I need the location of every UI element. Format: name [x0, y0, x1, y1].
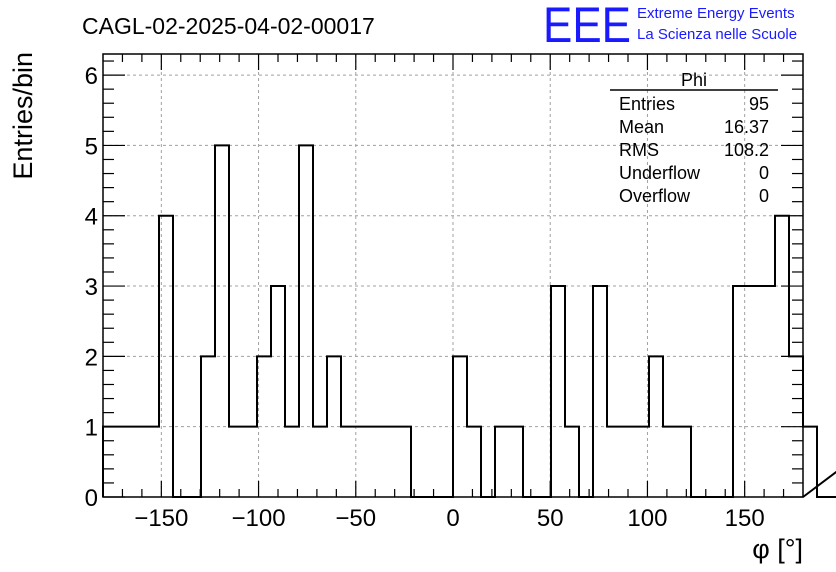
y-tick-label: 1	[85, 415, 98, 442]
histogram-line	[102, 144, 836, 498]
stats-box-title: Phi	[681, 70, 707, 90]
logo-line-1: Extreme Energy Events	[637, 5, 795, 22]
x-tick-label: −50	[335, 505, 376, 532]
stats-label-entries: Entries	[619, 94, 675, 114]
y-tick-label: 6	[85, 63, 98, 90]
eee-logo: EEE	[543, 0, 631, 53]
chart-title: CAGL-02-2025-04-02-00017	[82, 13, 375, 39]
stats-value-underflow: 0	[759, 163, 769, 183]
x-tick-label: 0	[446, 505, 459, 532]
y-tick-labels: 0 1 2 3 4 5 6	[85, 63, 98, 512]
y-tick-label: 2	[85, 344, 98, 371]
stats-label-overflow: Overflow	[619, 186, 691, 206]
x-tick-labels: −150 −100 −50 0 50 100 150	[134, 505, 764, 532]
x-axis-label: φ [°]	[752, 534, 803, 564]
stats-box: Phi Entries 95 Mean 16.37 RMS 108.2 Unde…	[610, 70, 778, 206]
y-tick-label: 5	[85, 133, 98, 160]
x-tick-label: 50	[537, 505, 564, 532]
stats-label-underflow: Underflow	[619, 163, 701, 183]
x-tick-label: −150	[134, 505, 188, 532]
y-tick-label: 3	[85, 274, 98, 301]
stats-value-mean: 16.37	[724, 117, 769, 137]
y-axis-label: Entries/bin	[8, 52, 38, 180]
x-tick-label: −100	[232, 505, 286, 532]
logo-line-2: La Scienza nelle Scuole	[637, 26, 797, 43]
stats-value-overflow: 0	[759, 186, 769, 206]
stats-value-rms: 108.2	[724, 140, 769, 160]
y-tick-label: 0	[85, 485, 98, 512]
axis-ticks	[103, 54, 803, 498]
x-tick-label: 100	[627, 505, 667, 532]
x-tick-label: 150	[725, 505, 765, 532]
y-tick-label: 4	[85, 204, 98, 231]
stats-label-rms: RMS	[619, 140, 659, 160]
stats-value-entries: 95	[749, 94, 769, 114]
stats-label-mean: Mean	[619, 117, 664, 137]
